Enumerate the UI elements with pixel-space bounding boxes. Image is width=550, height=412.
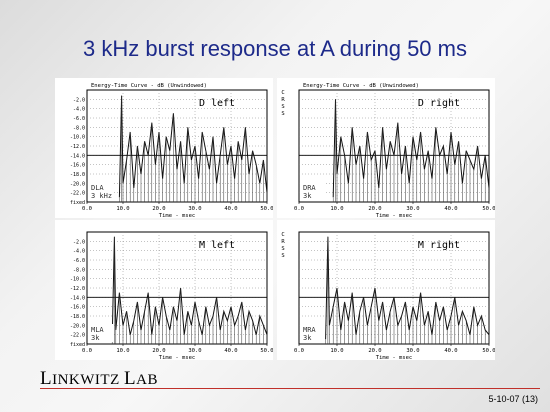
y-tick-label: -18.0 xyxy=(70,172,85,178)
x-tick-label: 40.0 xyxy=(444,206,457,212)
x-tick-label: 10.0 xyxy=(330,206,343,212)
x-tick-label: 20.0 xyxy=(152,206,165,212)
panel-d-right: Energy-Time Curve - dB (Unwindowed) C R S S 0… xyxy=(277,78,495,218)
x-tick-label: 50.0 xyxy=(482,348,495,354)
annotation-text: DLA xyxy=(91,184,104,192)
x-tick-label: 0.0 xyxy=(82,348,92,354)
side-label-char: C xyxy=(281,90,284,96)
panel-label: D right xyxy=(418,98,460,109)
chart-d-left: Energy-Time Curve - dB (Unwindowed) -2.0 -… xyxy=(55,78,273,218)
y-tick-label: -4.0 xyxy=(73,107,85,113)
x-tick-label: 50.0 xyxy=(260,348,273,354)
x-tick-label: 40.0 xyxy=(224,206,237,212)
panel-d-left: Energy-Time Curve - dB (Unwindowed) -2.0 -… xyxy=(55,78,273,218)
chart-d-right: Energy-Time Curve - dB (Unwindowed)CRSS0… xyxy=(277,78,495,218)
chart-title: Energy-Time Curve - dB (Unwindowed) xyxy=(91,83,207,89)
y-tick-label: -10.0 xyxy=(70,135,85,141)
y-tick-label: -2.0 xyxy=(73,97,85,103)
x-tick-label: 30.0 xyxy=(406,348,419,354)
y-tick-label: -4.0 xyxy=(73,249,85,255)
x-tick-label: 40.0 xyxy=(224,348,237,354)
side-label-char: S xyxy=(281,111,284,117)
y-tick-label: -22.0 xyxy=(70,333,85,339)
x-tick-label: 50.0 xyxy=(482,206,495,212)
y-tick-label: -20.0 xyxy=(70,181,85,187)
side-label-char: S xyxy=(281,253,284,259)
panel-label: M left xyxy=(199,240,235,251)
x-tick-label: 20.0 xyxy=(368,206,381,212)
y-tick-label: -10.0 xyxy=(70,277,85,283)
panel-m-left: -2.0 -4.0 -6.0 -8.0 -10.0 -12.0 -14.0 -16.0 -18.… xyxy=(55,220,273,360)
date-page-number: 5-10-07 (13) xyxy=(488,394,538,404)
x-tick-label: 20.0 xyxy=(152,348,165,354)
annotation-text: MRA xyxy=(303,326,316,334)
x-tick-label: 0.0 xyxy=(82,206,92,212)
y-tick-label: -12.0 xyxy=(70,286,85,292)
y-tick-label: -6.0 xyxy=(73,258,85,264)
y-tick-label: -8.0 xyxy=(73,125,85,131)
footer-divider xyxy=(40,388,540,389)
side-label-char: S xyxy=(281,104,284,110)
side-label-char: S xyxy=(281,246,284,252)
y-tick-label: -12.0 xyxy=(70,144,85,150)
x-tick-label: 0.0 xyxy=(294,206,304,212)
y-tick-label: -6.0 xyxy=(73,116,85,122)
y-tick-label: -20.0 xyxy=(70,323,85,329)
x-tick-label: 10.0 xyxy=(116,206,129,212)
annotation-text: 3k xyxy=(91,334,100,342)
annotation-text: 3k xyxy=(303,192,312,200)
chart-m-left: -2.0 -4.0 -6.0 -8.0 -10.0 -12.0 -14.0 -16.0 -18.… xyxy=(55,220,273,360)
x-tick-label: 0.0 xyxy=(294,348,304,354)
panel-label: D left xyxy=(199,98,235,109)
panel-label: M right xyxy=(418,240,460,251)
y-tick-label: -18.0 xyxy=(70,314,85,320)
y-tick-label: -16.0 xyxy=(70,163,85,169)
x-tick-label: 20.0 xyxy=(368,348,381,354)
y-tick-label: -2.0 xyxy=(73,239,85,245)
x-tick-label: 10.0 xyxy=(330,348,343,354)
annotation-text: 3 kHz xyxy=(91,192,112,200)
y-tick-label: -14.0 xyxy=(70,153,85,159)
x-tick-label: 30.0 xyxy=(188,348,201,354)
y-tick-label: -8.0 xyxy=(73,267,85,273)
side-label-char: C xyxy=(281,232,284,238)
x-tick-label: 50.0 xyxy=(260,206,273,212)
x-axis-label: Time - msec xyxy=(159,355,195,360)
y-tick-label: -16.0 xyxy=(70,305,85,311)
x-tick-label: 10.0 xyxy=(116,348,129,354)
chart-background xyxy=(55,78,273,218)
chart-title: Energy-Time Curve - dB (Unwindowed) xyxy=(303,83,419,89)
x-axis-label: Time - msec xyxy=(376,355,412,360)
y-tick-label: -14.0 xyxy=(70,295,85,301)
x-tick-label: 30.0 xyxy=(406,206,419,212)
x-tick-label: 30.0 xyxy=(188,206,201,212)
x-axis-label: Time - msec xyxy=(159,213,195,218)
brand-logo: LINKWITZ LAB xyxy=(40,368,158,390)
y-tick-label: -22.0 xyxy=(70,191,85,197)
annotation-text: 3k xyxy=(303,334,312,342)
annotation-text: MLA xyxy=(91,326,104,334)
panel-m-right: C R S S 0.0 10.0 20.0 30.0 40.0 50.0 Time - msec M … xyxy=(277,220,495,360)
chart-background xyxy=(55,220,273,360)
x-tick-label: 40.0 xyxy=(444,348,457,354)
x-axis-label: Time - msec xyxy=(376,213,412,218)
annotation-text: DRA xyxy=(303,184,316,192)
slide-title: 3 kHz burst response at A during 50 ms xyxy=(0,36,550,62)
plots-grid: Energy-Time Curve - dB (Unwindowed) -2.0-… xyxy=(55,78,495,360)
